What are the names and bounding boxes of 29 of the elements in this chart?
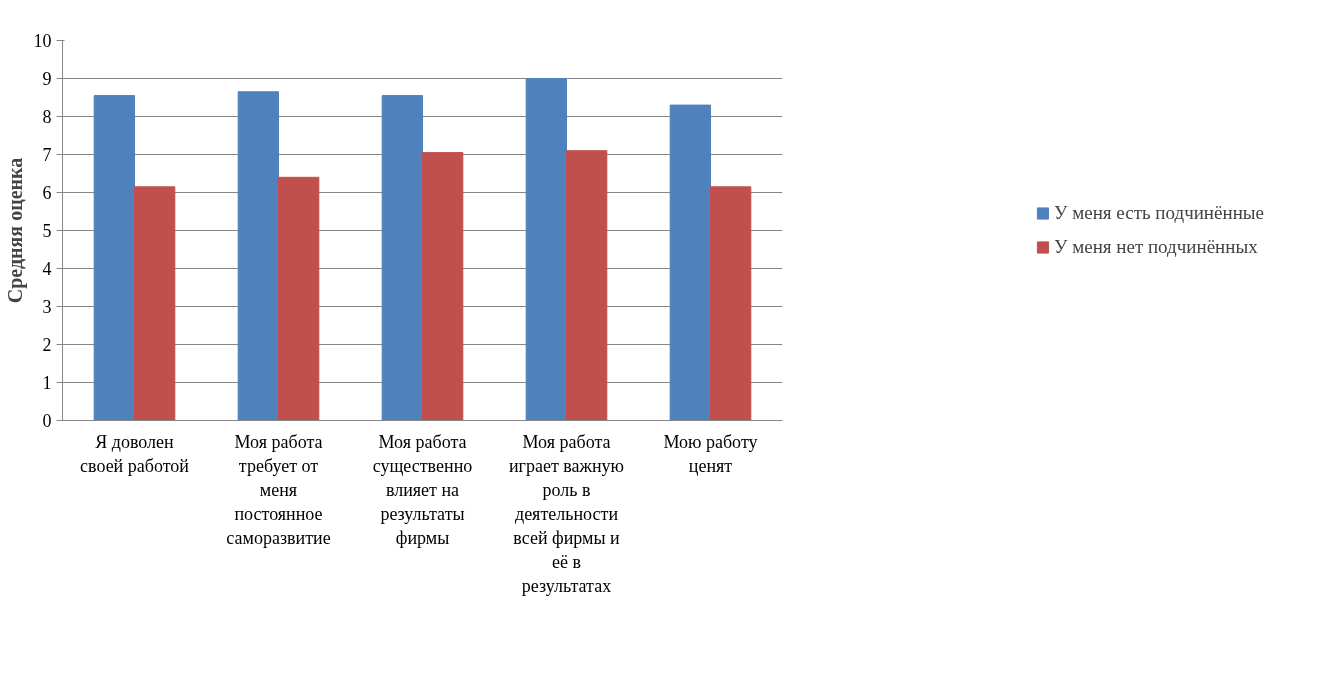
y-tick-label: 10 (33, 31, 52, 51)
bar (669, 104, 711, 421)
bar (525, 78, 567, 421)
y-tick-label: 3 (42, 297, 52, 317)
y-tick-label: 5 (42, 221, 52, 241)
bar (278, 176, 320, 421)
bar (237, 91, 279, 421)
legend-label: У меня нет подчинённых (1053, 236, 1258, 258)
y-tick-label: 2 (42, 335, 52, 355)
y-tick-label: 8 (42, 107, 52, 127)
y-tick-label: 1 (42, 373, 52, 393)
x-tick-label: Мою работу ценят (663, 431, 758, 476)
legend-label: У меня есть подчинённые (1053, 202, 1265, 224)
y-tick-label: 0 (42, 411, 52, 431)
y-tick-label: 6 (42, 183, 52, 203)
bar (381, 95, 423, 421)
y-tick-label: 7 (42, 145, 52, 165)
bar (566, 150, 608, 421)
bar (134, 186, 176, 421)
bar (422, 152, 464, 421)
bar (710, 186, 752, 421)
y-tick-label: 9 (42, 69, 52, 89)
y-axis-title: Средняя оценка (3, 157, 27, 304)
x-tick-label: Моя работа требует от меня постоянное саморазвитие (226, 431, 331, 548)
x-tick-label: Моя работа играет важную роль в деятельности всей фирмы и её в результатах (508, 431, 625, 596)
x-tick-label: Моя работа существенно влияет на результаты фирмы (372, 431, 473, 548)
x-tick-label: Я доволен своей работой (80, 431, 190, 476)
bar (93, 95, 135, 421)
y-tick-label: 4 (42, 259, 52, 279)
